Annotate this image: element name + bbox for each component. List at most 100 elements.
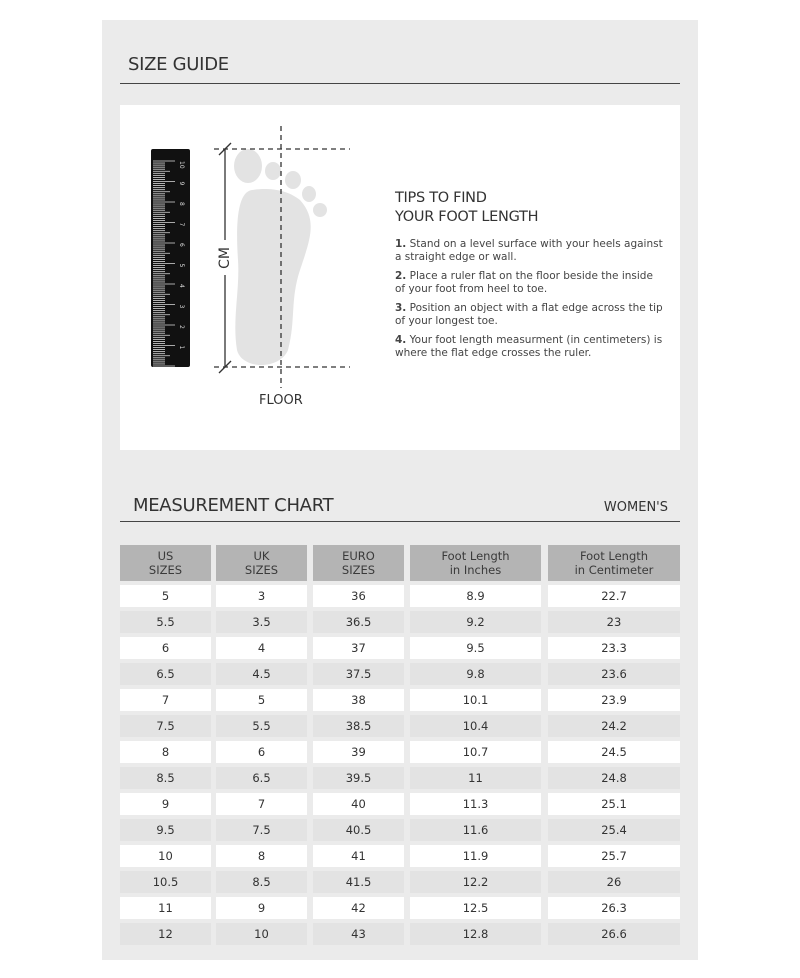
column-header: UK SIZES bbox=[216, 545, 307, 581]
measurement-chart-title: MEASUREMENT CHART bbox=[133, 495, 334, 516]
table-cell: 9 bbox=[120, 793, 211, 815]
table-cell: 10.5 bbox=[120, 871, 211, 893]
table-cell: 11.9 bbox=[410, 845, 541, 867]
table-cell: 10 bbox=[120, 845, 211, 867]
table-cell: 40.5 bbox=[313, 819, 404, 841]
svg-text:9: 9 bbox=[178, 182, 185, 186]
tips-list: 1. Stand on a level surface with your he… bbox=[395, 238, 665, 366]
table-cell: 12.8 bbox=[410, 923, 541, 945]
table-cell: 12 bbox=[120, 923, 211, 945]
column-header: US SIZES bbox=[120, 545, 211, 581]
table-cell: 37 bbox=[313, 637, 404, 659]
divider bbox=[120, 521, 680, 522]
table-cell: 8 bbox=[216, 845, 307, 867]
table-cell: 24.2 bbox=[548, 715, 680, 737]
table-cell: 8.9 bbox=[410, 585, 541, 607]
table-cell: 23.6 bbox=[548, 663, 680, 685]
table-cell: 25.7 bbox=[548, 845, 680, 867]
svg-text:2: 2 bbox=[178, 325, 185, 329]
table-cell: 8.5 bbox=[120, 767, 211, 789]
table-cell: 23.9 bbox=[548, 689, 680, 711]
table-cell: 11.6 bbox=[410, 819, 541, 841]
table-cell: 26.6 bbox=[548, 923, 680, 945]
table-cell: 12.2 bbox=[410, 871, 541, 893]
table-cell: 6.5 bbox=[216, 767, 307, 789]
table-cell: 36.5 bbox=[313, 611, 404, 633]
footprint-icon bbox=[234, 149, 327, 365]
table-cell: 6 bbox=[216, 741, 307, 763]
table-cell: 24.5 bbox=[548, 741, 680, 763]
table-cell: 43 bbox=[313, 923, 404, 945]
tip-item: 1. Stand on a level surface with your he… bbox=[395, 238, 663, 263]
table-cell: 9.2 bbox=[410, 611, 541, 633]
table-cell: 11 bbox=[410, 767, 541, 789]
column-header: EURO SIZES bbox=[313, 545, 404, 581]
tip-item: 2. Place a ruler flat on the floor besid… bbox=[395, 270, 653, 295]
tips-title-line: YOUR FOOT LENGTH bbox=[395, 209, 539, 225]
svg-text:6: 6 bbox=[178, 243, 185, 247]
table-cell: 42 bbox=[313, 897, 404, 919]
tips-title: TIPS TO FIND YOUR FOOT LENGTH bbox=[395, 189, 538, 227]
table-cell: 40 bbox=[313, 793, 404, 815]
table-cell: 7 bbox=[120, 689, 211, 711]
table-cell: 36 bbox=[313, 585, 404, 607]
table-cell: 9 bbox=[216, 897, 307, 919]
table-cell: 38.5 bbox=[313, 715, 404, 737]
table-cell: 37.5 bbox=[313, 663, 404, 685]
size-guide-title: SIZE GUIDE bbox=[128, 54, 229, 75]
table-cell: 7.5 bbox=[120, 715, 211, 737]
table-cell: 25.1 bbox=[548, 793, 680, 815]
table-cell: 39 bbox=[313, 741, 404, 763]
table-cell: 9.8 bbox=[410, 663, 541, 685]
ruler-icon: 1 2 3 4 5 6 7 8 9 10 bbox=[151, 149, 190, 367]
table-cell: 9.5 bbox=[120, 819, 211, 841]
table-cell: 24.8 bbox=[548, 767, 680, 789]
tip-item: 4. Your foot length measurment (in centi… bbox=[395, 334, 663, 359]
svg-text:3: 3 bbox=[178, 305, 185, 309]
table-cell: 3.5 bbox=[216, 611, 307, 633]
table-cell: 26 bbox=[548, 871, 680, 893]
table-cell: 5 bbox=[120, 585, 211, 607]
table-cell: 5.5 bbox=[120, 611, 211, 633]
table-cell: 10 bbox=[216, 923, 307, 945]
table-cell: 5.5 bbox=[216, 715, 307, 737]
category-label: WOMEN'S bbox=[603, 500, 668, 515]
table-cell: 22.7 bbox=[548, 585, 680, 607]
table-cell: 25.4 bbox=[548, 819, 680, 841]
tips-title-line: TIPS TO FIND bbox=[395, 190, 487, 206]
table-cell: 11.3 bbox=[410, 793, 541, 815]
table-cell: 12.5 bbox=[410, 897, 541, 919]
svg-text:1: 1 bbox=[178, 346, 185, 350]
tip-item: 3. Position an object with a flat edge a… bbox=[395, 302, 663, 327]
foot-measure-diagram: 1 2 3 4 5 6 7 8 9 10 bbox=[151, 126, 350, 388]
table-cell: 7.5 bbox=[216, 819, 307, 841]
svg-text:7: 7 bbox=[178, 223, 185, 227]
table-cell: 41.5 bbox=[313, 871, 404, 893]
svg-text:5: 5 bbox=[178, 264, 185, 268]
floor-label: FLOOR bbox=[259, 393, 303, 408]
table-cell: 10.7 bbox=[410, 741, 541, 763]
table-cell: 9.5 bbox=[410, 637, 541, 659]
divider bbox=[120, 83, 680, 84]
table-cell: 6 bbox=[120, 637, 211, 659]
svg-text:10: 10 bbox=[178, 161, 185, 169]
table-cell: 23.3 bbox=[548, 637, 680, 659]
table-cell: 11 bbox=[120, 897, 211, 919]
table-cell: 38 bbox=[313, 689, 404, 711]
table-cell: 7 bbox=[216, 793, 307, 815]
table-cell: 41 bbox=[313, 845, 404, 867]
column-header: Foot Length in Centimeter bbox=[548, 545, 680, 581]
table-cell: 26.3 bbox=[548, 897, 680, 919]
column-header: Foot Length in Inches bbox=[410, 545, 541, 581]
measure-guides bbox=[214, 126, 350, 388]
table-cell: 10.4 bbox=[410, 715, 541, 737]
table-cell: 5 bbox=[216, 689, 307, 711]
table-cell: 3 bbox=[216, 585, 307, 607]
svg-text:8: 8 bbox=[178, 202, 185, 206]
svg-text:4: 4 bbox=[178, 284, 185, 288]
table-cell: 23 bbox=[548, 611, 680, 633]
table-cell: 10.1 bbox=[410, 689, 541, 711]
table-cell: 6.5 bbox=[120, 663, 211, 685]
table-cell: 8.5 bbox=[216, 871, 307, 893]
table-cell: 4 bbox=[216, 637, 307, 659]
